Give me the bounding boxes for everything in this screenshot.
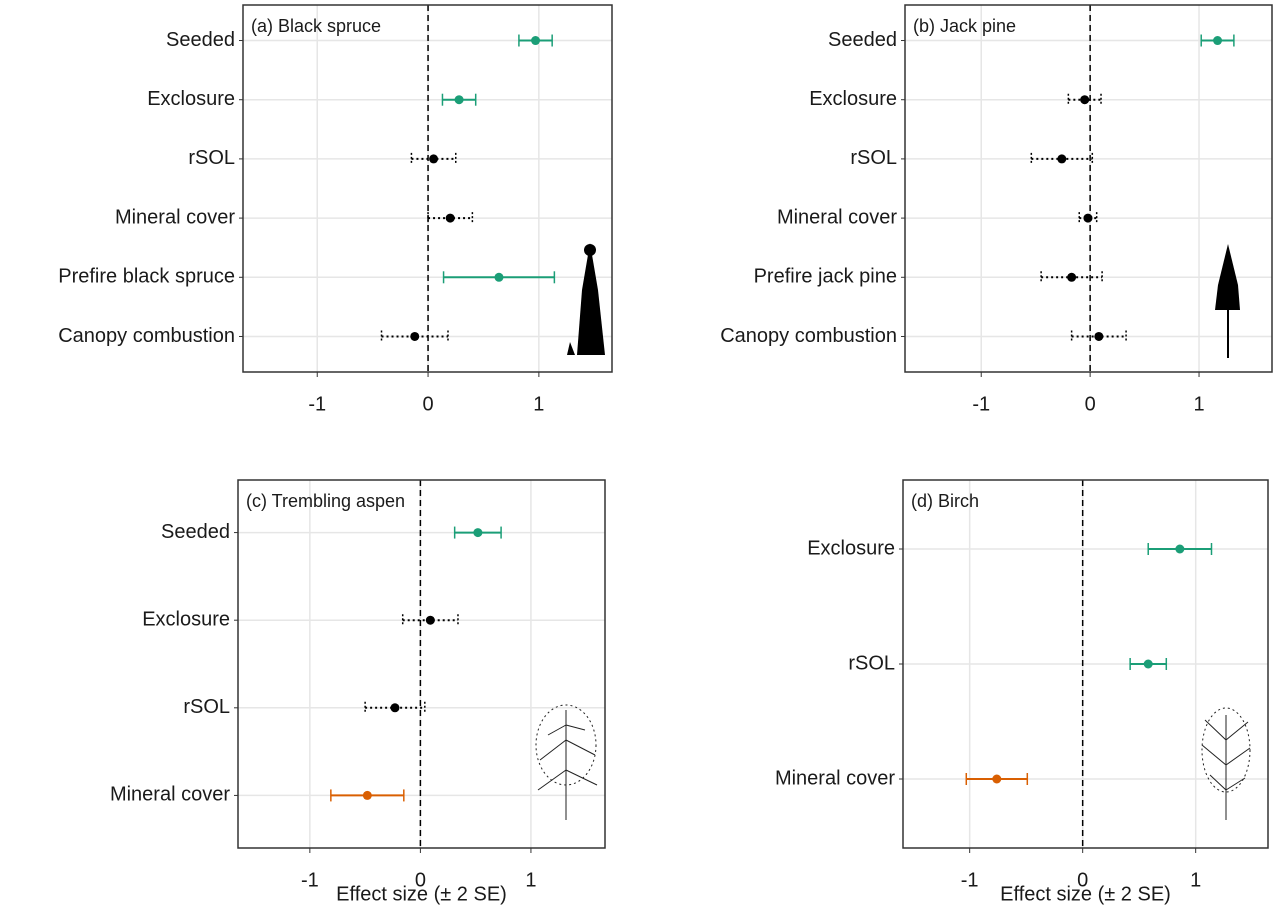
- point: [1213, 36, 1223, 46]
- category-label: Exclosure: [807, 537, 895, 559]
- category-label: Exclosure: [147, 88, 235, 110]
- point: [531, 36, 541, 46]
- point: [362, 790, 372, 800]
- category-label: rSOL: [848, 652, 895, 674]
- category-label: Seeded: [828, 29, 897, 51]
- x-tick-label: -1: [961, 869, 979, 891]
- category-label: Exclosure: [142, 608, 230, 630]
- charts: Seeded Exclosure rSOL Mineral cover Prefire …: [58, 4, 1273, 905]
- point: [1057, 154, 1067, 164]
- x-tick-label: -1: [308, 393, 326, 415]
- category-label: Mineral cover: [115, 206, 235, 228]
- point: [992, 774, 1002, 784]
- category-label: Mineral cover: [775, 767, 895, 789]
- point: [1175, 544, 1185, 554]
- x-tick-label: 0: [422, 393, 433, 415]
- x-tick-label: 0: [415, 869, 426, 891]
- point: [1083, 213, 1093, 223]
- pine-icon: [1215, 244, 1240, 358]
- icons: [535, 243, 1251, 820]
- category-label: Canopy combustion: [58, 325, 235, 347]
- point: [494, 272, 504, 282]
- point: [390, 703, 400, 713]
- panel-title: (c) Trembling aspen: [246, 491, 405, 511]
- x-tick-label: 0: [1077, 869, 1088, 891]
- aspen-icon: [535, 704, 598, 820]
- point: [1143, 659, 1153, 669]
- point: [425, 615, 435, 625]
- panel-border: [242, 4, 613, 373]
- category-label: Seeded: [161, 521, 230, 543]
- panel-title: (a) Black spruce: [251, 16, 381, 36]
- point: [410, 331, 420, 341]
- category-label: Seeded: [166, 29, 235, 51]
- point: [1067, 272, 1077, 282]
- point: [1094, 331, 1104, 341]
- x-tick-label: 1: [1190, 869, 1201, 891]
- category-label: rSOL: [183, 696, 230, 718]
- panel-title: (d) Birch: [911, 491, 979, 511]
- category-label: rSOL: [850, 147, 897, 169]
- panel: Seeded Exclosure rSOL Mineral cover (c) Trem…: [110, 479, 606, 905]
- panel: Exclosure rSOL Mineral cover (d) Birch -1 0 1E…: [775, 479, 1269, 905]
- x-tick-label: 1: [525, 869, 536, 891]
- spruce-icon: [567, 243, 605, 355]
- point: [1080, 95, 1090, 105]
- point: [454, 95, 464, 105]
- panel-border: [904, 4, 1273, 373]
- x-axis-label: Effect size (± 2 SE): [336, 883, 507, 905]
- point: [429, 154, 439, 164]
- panel-border: [902, 479, 1269, 849]
- category-label: Prefire black spruce: [58, 266, 235, 288]
- category-label: Exclosure: [809, 88, 897, 110]
- panel-title: (b) Jack pine: [913, 16, 1016, 36]
- category-label: Prefire jack pine: [754, 266, 897, 288]
- category-label: Mineral cover: [777, 206, 897, 228]
- birch-icon: [1201, 707, 1251, 820]
- x-tick-label: 0: [1085, 393, 1096, 415]
- x-tick-label: -1: [972, 393, 990, 415]
- panel-border: [237, 479, 606, 849]
- x-tick-label: 1: [1193, 393, 1204, 415]
- x-tick-label: -1: [301, 869, 319, 891]
- category-label: Mineral cover: [110, 784, 230, 806]
- panel: Seeded Exclosure rSOL Mineral cover Prefire …: [720, 4, 1273, 415]
- category-label: rSOL: [188, 147, 235, 169]
- point: [445, 213, 455, 223]
- point: [473, 528, 483, 538]
- panel: Seeded Exclosure rSOL Mineral cover Prefire …: [58, 4, 613, 415]
- x-axis-label: Effect size (± 2 SE): [1000, 883, 1171, 905]
- category-label: Canopy combustion: [720, 325, 897, 347]
- x-tick-label: 1: [533, 393, 544, 415]
